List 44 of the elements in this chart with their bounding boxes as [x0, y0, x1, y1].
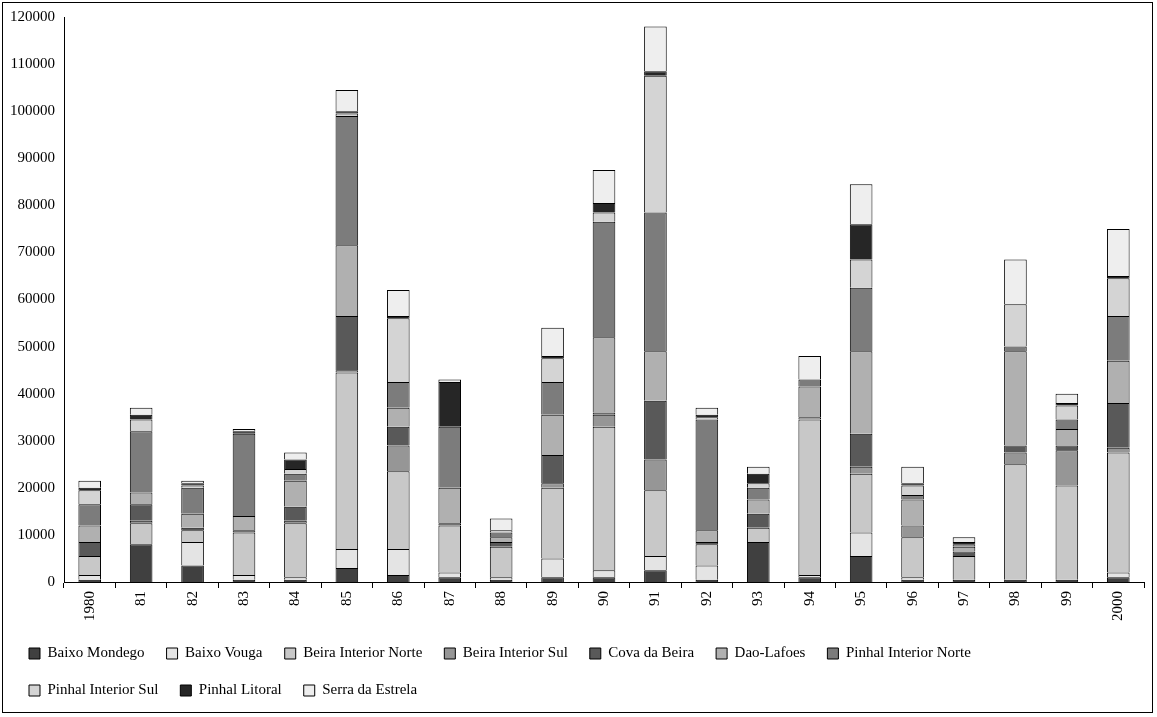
legend-label: Baixo Vouga: [185, 644, 263, 661]
x-tick-label: 96: [903, 590, 920, 606]
y-tick-label: 80000: [17, 196, 55, 213]
x-tick-label: 81: [132, 591, 149, 606]
x-tick-label: 90: [594, 591, 611, 606]
x-tick-label: 99: [1057, 591, 1074, 606]
x-tick-label: 94: [800, 590, 817, 606]
x-tick-label: 1980: [80, 591, 97, 621]
x-tick-label: 97: [954, 590, 971, 606]
x-tick-label: 98: [1006, 591, 1023, 606]
x-tick-label: 2000: [1109, 591, 1126, 621]
legend-label: Cova da Beira: [608, 644, 695, 661]
x-tick-label: 95: [852, 591, 869, 606]
y-tick-label: 50000: [17, 337, 55, 354]
y-tick-label: 90000: [17, 149, 55, 166]
legend-label: Baixo Mondego: [47, 644, 145, 661]
y-tick-label: 20000: [17, 478, 55, 495]
x-tick-label: 87: [440, 590, 457, 606]
x-tick-label: 86: [389, 590, 406, 606]
x-tick-label: 92: [697, 591, 714, 606]
x-tick-label: 83: [234, 591, 251, 606]
y-tick-label: 40000: [17, 384, 55, 401]
y-tick-label: 0: [47, 572, 55, 589]
legend-label: Serra da Estrela: [322, 681, 418, 698]
x-tick-label: 88: [492, 591, 509, 606]
x-tick-label: 85: [337, 591, 354, 606]
y-tick-label: 60000: [17, 290, 55, 307]
legend-label: Dao-Lafoes: [734, 644, 806, 661]
x-tick-label: 91: [646, 591, 663, 606]
x-tick-label: 93: [749, 591, 766, 606]
y-tick-label: 120000: [10, 7, 55, 24]
legend-label: Beira Interior Sul: [462, 644, 568, 661]
y-tick-label: 100000: [10, 102, 55, 119]
y-tick-label: 10000: [17, 525, 55, 542]
legend-label: Beira Interior Norte: [303, 644, 423, 661]
legend-label: Pinhal Litoral: [198, 681, 282, 698]
y-tick-label: 30000: [17, 431, 55, 448]
y-tick-label: 70000: [17, 243, 55, 260]
x-tick-label: 84: [286, 590, 303, 606]
x-tick-label: 82: [183, 591, 200, 606]
y-tick-label: 110000: [10, 55, 55, 72]
legend-label: Pinhal Interior Norte: [845, 644, 972, 661]
x-tick-label: 89: [543, 591, 560, 606]
legend-label: Pinhal Interior Sul: [47, 681, 159, 698]
